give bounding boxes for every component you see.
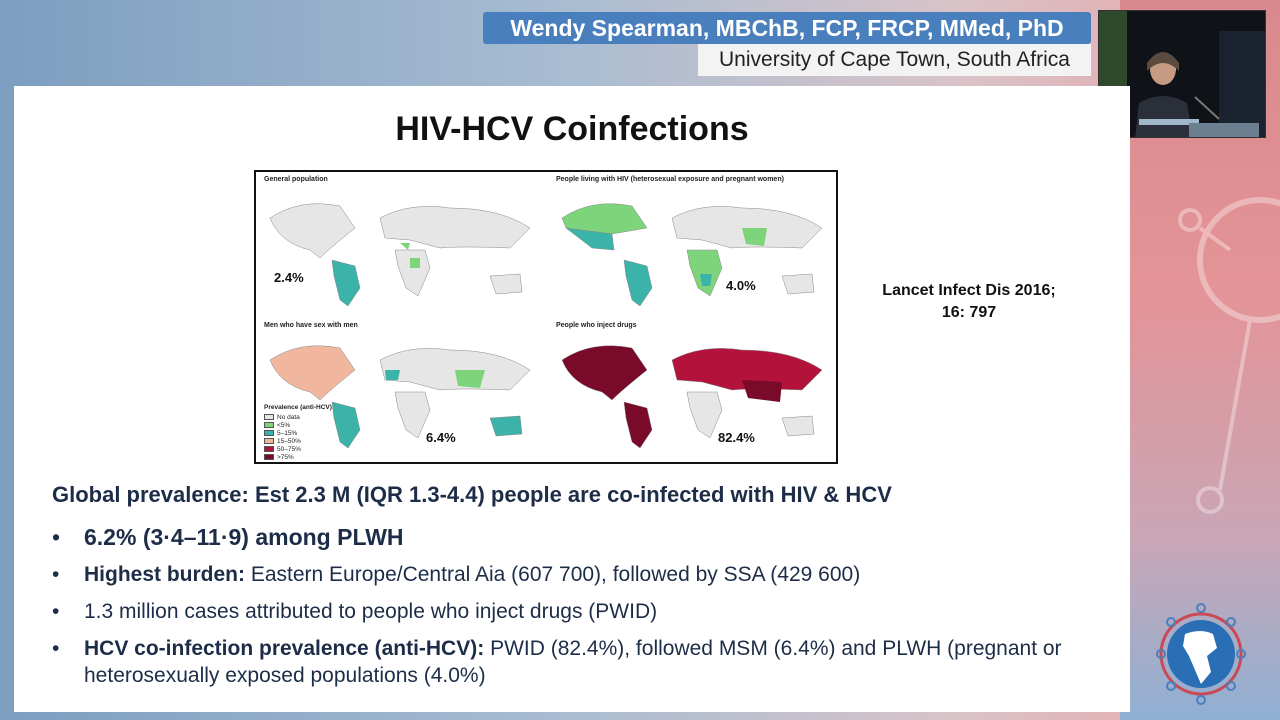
legend-swatch xyxy=(264,430,274,436)
legend-item: 15–50% xyxy=(264,437,332,445)
world-map-msm xyxy=(269,345,531,449)
presenter-name-banner: Wendy Spearman, MBChB, FCP, FRCP, MMed, … xyxy=(483,12,1091,44)
bullet-bold-text: Highest burden: xyxy=(84,563,245,586)
slide-title: HIV-HCV Coinfections xyxy=(395,110,749,148)
map-panel-percent: 82.4% xyxy=(718,430,755,445)
legend-swatch xyxy=(264,414,274,420)
speaker-video-thumbnail xyxy=(1098,10,1266,138)
presentation-slide: HIV-HCV Coinfections General population … xyxy=(14,86,1130,712)
legend-item: No data xyxy=(264,413,332,421)
bullet-item: • Highest burden: Eastern Europe/Central… xyxy=(52,561,1112,588)
legend-swatch xyxy=(264,422,274,428)
bullet-item: • 6.2% (3·4–11·9) among PLWH xyxy=(52,524,1112,551)
bullet-bold-text: 6.2% (3·4–11·9) among PLWH xyxy=(84,524,404,550)
map-panel-title: General population xyxy=(264,176,328,183)
bullet-text: 1.3 million cases attributed to people w… xyxy=(84,600,658,623)
map-panel-plwh: People living with HIV (heterosexual exp… xyxy=(548,172,836,316)
legend-title: Prevalence (anti-HCV) xyxy=(264,404,332,411)
legend-label: <5% xyxy=(277,421,291,429)
legend-item: 50–75% xyxy=(264,445,332,453)
legend-label: 5–15% xyxy=(277,429,298,437)
legend-item: >75% xyxy=(264,453,332,461)
bullet-list: • 6.2% (3·4–11·9) among PLWH • Highest b… xyxy=(52,524,1112,699)
bullet-item: • 1.3 million cases attributed to people… xyxy=(52,598,1112,625)
bullet-text: Eastern Europe/Central Aia (607 700), fo… xyxy=(245,563,861,586)
map-panel-general-population: General population 2.4% xyxy=(256,172,544,316)
bullet-dot: • xyxy=(52,563,60,586)
prevalence-world-maps-figure: General population 2.4% People living wi… xyxy=(254,170,838,464)
world-map-general-population xyxy=(269,203,531,307)
legend-label: 50–75% xyxy=(277,445,301,453)
world-map-plwh xyxy=(561,203,823,307)
map-panel-pwid: People who inject drugs 82.4% xyxy=(548,318,836,462)
map-panel-percent: 2.4% xyxy=(274,270,304,285)
bullet-bold-text: HCV co-infection prevalence (anti-HCV): xyxy=(84,637,485,660)
legend-label: >75% xyxy=(277,453,294,461)
presenter-affiliation-banner: University of Cape Town, South Africa xyxy=(698,44,1091,76)
bullet-text: PWID (82.4%), followed MSM (6.4%) and PL… xyxy=(84,637,1062,687)
conference-globe-logo xyxy=(1156,603,1246,705)
legend-swatch xyxy=(264,446,274,452)
legend-swatch xyxy=(264,438,274,444)
citation-line-1: Lancet Infect Dis 2016; xyxy=(882,282,1056,299)
legend-label: 15–50% xyxy=(277,437,301,445)
map-panel-msm: Men who have sex with men Prevalence (an… xyxy=(256,318,544,462)
global-prevalence-statement: Global prevalence: Est 2.3 M (IQR 1.3-4.… xyxy=(52,482,892,507)
bullet-item: • HCV co-infection prevalence (anti-HCV)… xyxy=(52,635,1112,689)
bullet-dot: • xyxy=(52,637,60,660)
map-panel-title: Men who have sex with men xyxy=(264,322,358,329)
world-map-pwid xyxy=(561,345,823,449)
legend-swatch xyxy=(264,454,274,460)
prevalence-legend: Prevalence (anti-HCV) No data <5% 5–15% … xyxy=(264,404,332,461)
background-network-decoration xyxy=(1178,197,1280,514)
map-panel-percent: 4.0% xyxy=(726,278,756,293)
citation-reference: Lancet Infect Dis 2016; 16: 797 xyxy=(864,280,1074,324)
map-panel-percent: 6.4% xyxy=(426,430,456,445)
map-panel-title: People who inject drugs xyxy=(556,322,637,329)
map-panel-title: People living with HIV (heterosexual exp… xyxy=(556,176,784,183)
legend-label: No data xyxy=(277,413,300,421)
bullet-dot: • xyxy=(52,524,61,550)
legend-item: 5–15% xyxy=(264,429,332,437)
legend-item: <5% xyxy=(264,421,332,429)
bullet-dot: • xyxy=(52,600,60,623)
citation-line-2: 16: 797 xyxy=(941,304,997,321)
